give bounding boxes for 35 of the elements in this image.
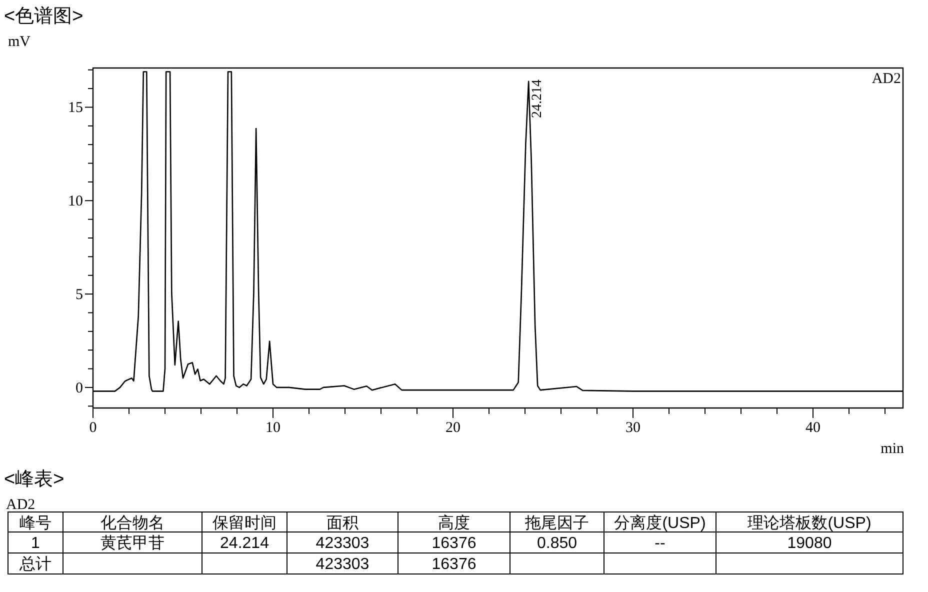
text: 保留时间 — [212, 514, 276, 532]
text: 24.214 — [220, 535, 270, 552]
text: 16376 — [432, 556, 476, 573]
y-tick-label: 0 — [76, 380, 83, 396]
y-tick-label: 10 — [68, 194, 83, 210]
annotation: AD2 — [872, 71, 901, 87]
text: 黄芪甲苷 — [100, 534, 164, 552]
text: 0.850 — [536, 535, 578, 552]
text: 423303 — [316, 556, 370, 573]
text: -- — [654, 535, 666, 552]
text: 理论塔板数(USP) — [748, 514, 872, 532]
y-tick-label: 5 — [76, 287, 83, 304]
text: 面积 — [326, 515, 358, 532]
text: 19080 — [787, 535, 832, 552]
x-tick-label: 30 — [626, 420, 640, 436]
text: 总计 — [18, 555, 52, 573]
text: 化合物名 — [100, 514, 164, 532]
x-tick-label: 20 — [446, 420, 460, 436]
text: 峰号 — [20, 515, 52, 532]
x-tick-label: 40 — [806, 420, 820, 436]
x-tick-label: 10 — [266, 420, 280, 436]
y-tick-label: 15 — [68, 100, 83, 116]
text: 分离度(USP) — [614, 514, 706, 532]
text: 拖尾因子 — [524, 515, 589, 532]
text: AD2 — [6, 497, 36, 513]
text: 16376 — [432, 535, 476, 552]
annotation: 24.214 — [530, 79, 545, 118]
x-axis-title: min — [880, 441, 904, 457]
text: <峰表> — [4, 469, 64, 490]
text: 1 — [31, 535, 40, 552]
y-axis-title: mV — [8, 34, 31, 50]
text: 423303 — [316, 535, 370, 552]
text: 高度 — [438, 514, 470, 532]
x-tick-label: 0 — [89, 420, 97, 436]
chart-title: <色谱图> — [4, 5, 84, 27]
